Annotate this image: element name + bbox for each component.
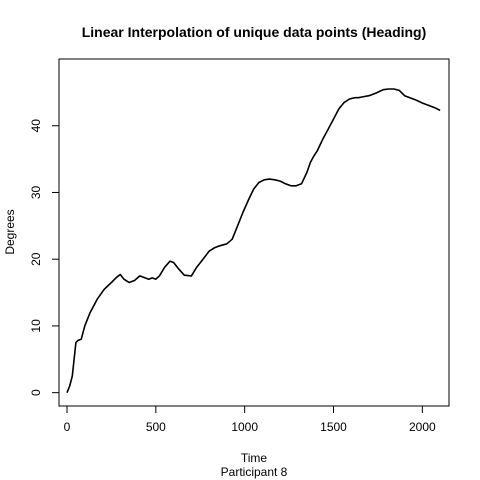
x-tick-label: 500 [146,420,166,434]
chart-title: Linear Interpolation of unique data poin… [82,24,427,40]
x-axis-label: Time [241,451,268,465]
x-axis: 0 500 1000 1500 2000 [64,405,436,434]
series-line [66,88,441,393]
y-tick-label: 30 [29,185,43,199]
x-tick-label: 1500 [320,420,347,434]
y-tick-label: 0 [29,389,43,396]
y-tick-label: 40 [29,119,43,133]
plot-frame [58,58,450,407]
y-axis-label: Degrees [3,209,17,254]
chart-subtitle: Participant 8 [221,465,288,479]
y-tick-label: 10 [29,319,43,333]
x-tick-label: 1000 [231,420,258,434]
x-tick-label: 2000 [409,420,436,434]
y-tick-label: 20 [29,252,43,266]
x-tick-label: 0 [64,420,71,434]
y-axis: 0 10 20 30 40 [29,119,60,396]
